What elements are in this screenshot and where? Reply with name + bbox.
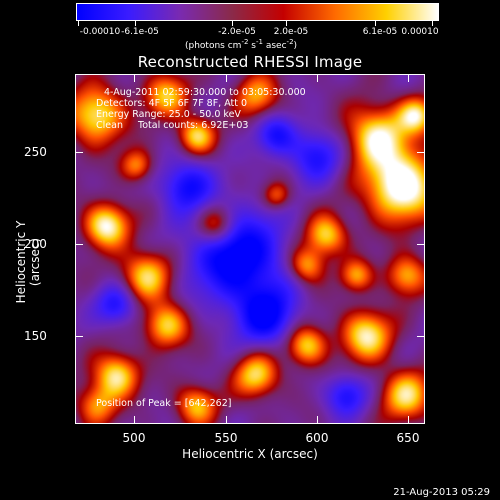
colorbar-tick	[375, 21, 376, 26]
plot-timestamp: 21-Aug-2013 05:29	[393, 487, 490, 498]
colorbar-tick	[135, 21, 136, 26]
colorbar-tick	[286, 21, 287, 26]
y-tick-mark	[75, 152, 83, 153]
x-axis-label: Heliocentric X (arcsec)	[182, 447, 318, 461]
x-tick-mark	[317, 416, 318, 424]
y-axis-label: Heliocentric Y (arcsec)	[14, 220, 42, 304]
colorbar-tick	[232, 21, 233, 26]
y-tick-mark	[75, 336, 83, 337]
intensity-map	[76, 75, 424, 423]
x-tick-mark	[134, 416, 135, 424]
colorbar-tick	[78, 21, 79, 26]
colorbar-tick-label: 6.1e-05	[362, 27, 398, 37]
colorbar	[76, 3, 439, 21]
y-tick-label-250: 250	[24, 145, 47, 159]
energy-range-text: Energy Range: 25.0 - 50.0 keV	[96, 109, 241, 120]
x-tick-label-600: 600	[305, 431, 329, 445]
peak-position-text: Position of Peak = [642,262]	[96, 398, 232, 409]
clean-total-counts-text: Clean Total counts: 6.92E+03	[96, 120, 249, 131]
colorbar-tick-label: -2.0e-05	[218, 27, 256, 37]
y-tick-label-150: 150	[24, 329, 47, 343]
x-tick-mark	[226, 416, 227, 424]
detectors-text: Detectors: 4F 5F 6F 7F 8F, Att 0	[96, 98, 248, 109]
image-title: Reconstructed RHESSI Image	[137, 53, 363, 71]
y-tick-label-200: 200	[24, 237, 47, 251]
x-tick-mark	[408, 74, 409, 82]
x-tick-label-500: 500	[122, 431, 146, 445]
colorbar-tick	[432, 21, 433, 26]
x-tick-mark	[408, 416, 409, 424]
y-tick-mark	[417, 336, 425, 337]
x-tick-mark	[317, 74, 318, 82]
y-tick-mark	[417, 152, 425, 153]
rhessi-image-plot: 4-Aug-2011 02:59:30.000 to 03:05:30.000 …	[75, 74, 425, 424]
colorbar-units: (photons cm-2 s-1 asec-2)	[185, 38, 298, 51]
x-tick-label-650: 650	[396, 431, 420, 445]
colorbar-tick-label: 0.00010	[401, 27, 439, 37]
y-tick-mark	[417, 244, 425, 245]
x-tick-label-550: 550	[214, 431, 238, 445]
time-range-text: 4-Aug-2011 02:59:30.000 to 03:05:30.000	[104, 87, 306, 98]
colorbar-tick-label: 2.0e-05	[273, 27, 309, 37]
x-tick-mark	[226, 74, 227, 82]
x-tick-mark	[134, 74, 135, 82]
y-tick-mark	[75, 244, 83, 245]
colorbar-tick-label: -6.1e-05	[121, 27, 159, 37]
colorbar-tick-label: -0.00010	[79, 27, 121, 37]
